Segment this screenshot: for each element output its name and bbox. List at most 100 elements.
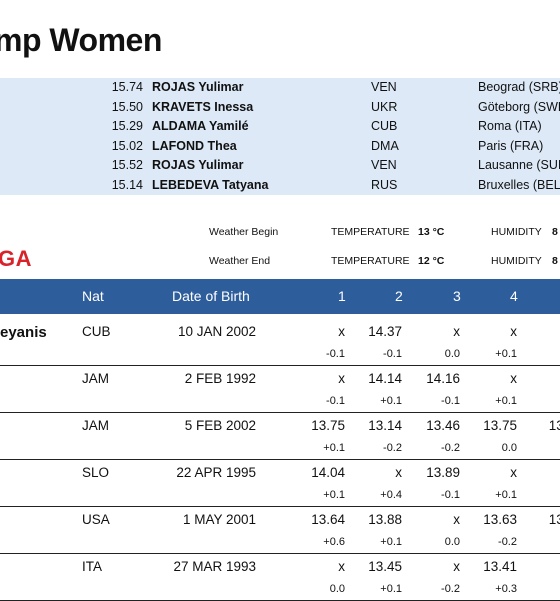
attempt-mark: x	[453, 512, 460, 527]
attempt-wind: +0.1	[380, 583, 402, 595]
attempt-wind: -0.1	[326, 348, 345, 360]
attempt-mark: 14.14	[368, 371, 402, 386]
record-athlete: KRAVETS Inessa	[152, 99, 254, 114]
attempt-mark: 13.14	[368, 418, 402, 433]
table-row: ITA 27 MAR 1993 x 0.0 13.45 +0.1 x -0.2 13.41 +0.…	[0, 553, 560, 601]
attempt-wind: +0.4	[380, 489, 402, 501]
record-venue: Beograd (SRB)	[478, 80, 560, 94]
temperature-end-text: 12 °C	[418, 255, 445, 267]
attempt-wind: +0.3	[495, 583, 517, 595]
attempt-mark: 13.75	[483, 418, 517, 433]
humidity-begin-text: 8	[552, 226, 558, 238]
record-nat: RUS	[371, 177, 398, 192]
temperature-end-value: 12 °C	[418, 255, 444, 267]
attempt-mark: 14.04	[311, 465, 345, 480]
weather-end-label: Weather End	[209, 255, 271, 267]
record-row: 15.29 ALDAMA Yamilé CUB Roma (ITA)	[0, 117, 560, 137]
attempt-wind: -0.1	[441, 489, 460, 501]
attempt-wind: +0.1	[495, 348, 517, 360]
attempt-wind: -0.1	[326, 395, 345, 407]
record-nat: VEN	[371, 80, 397, 94]
attempt-mark: x	[453, 559, 460, 574]
table-row: JAM 2 FEB 1992 x -0.1 14.14 +0.1 14.16 -0.1 x +0.…	[0, 365, 560, 413]
attempt-wind: -0.1	[383, 348, 402, 360]
humidity-end-text: 8	[552, 255, 558, 267]
record-athlete: LAFOND Thea	[152, 138, 237, 153]
attempt-wind: 0	[525, 395, 560, 407]
attempt-mark: x	[453, 324, 460, 339]
attempt-mark: x	[338, 371, 345, 386]
results-table-header: Nat Date of Birth 1 2 3 4	[0, 279, 560, 314]
attempt-mark: 13.64	[311, 512, 345, 527]
record-mark: 15.74	[111, 80, 143, 94]
attempt-wind: -0	[525, 489, 560, 501]
athlete-nat: JAM	[82, 371, 109, 386]
attempt-mark: x	[338, 559, 345, 574]
attempt-mark: x	[510, 324, 517, 339]
attempt-wind: +0.1	[495, 395, 517, 407]
attempt-mark: 13.45	[368, 559, 402, 574]
attempt-wind: 0.0	[444, 348, 460, 360]
header-nat: Nat	[82, 288, 104, 304]
attempt-wind: +0.1	[495, 489, 517, 501]
page-title: mp Women	[0, 22, 162, 58]
attempt-mark: 14.37	[368, 324, 402, 339]
attempt-mark: 13.7	[548, 418, 560, 433]
record-mark: 15.14	[111, 177, 143, 192]
attempt-mark: 13.63	[483, 512, 517, 527]
attempt-wind: -0	[525, 536, 560, 548]
temperature-end-label: TEMPERATURE	[331, 255, 410, 267]
record-mark: 15.50	[111, 99, 143, 114]
temperature-begin-value: 13 °C	[418, 226, 444, 238]
attempt-wind: -0.2	[441, 583, 460, 595]
record-row: 15.02 LAFOND Thea DMA Paris (FRA)	[0, 137, 560, 157]
attempt-wind: -0.2	[441, 442, 460, 454]
attempt-mark: x	[395, 465, 402, 480]
humidity-end-label: HUMIDITY	[491, 255, 542, 267]
attempt-mark: x	[338, 324, 345, 339]
table-row: USA 1 MAY 2001 13.64 +0.6 13.88 +0.1 x 0.0 13.63…	[0, 506, 560, 554]
attempt-wind: +0.1	[323, 489, 345, 501]
attempt-wind: 0.0	[501, 442, 517, 454]
attempt-wind: +0.1	[380, 536, 402, 548]
record-athlete: LEBEDEVA Tatyana	[152, 177, 269, 192]
attempt-wind: -0	[525, 442, 560, 454]
record-venue: Lausanne (SUI)	[478, 158, 560, 172]
attempt-wind: +0.6	[323, 536, 345, 548]
header-round-4: 4	[510, 288, 518, 304]
attempt-mark: 13.89	[426, 465, 460, 480]
record-mark: 15.29	[111, 119, 143, 133]
attempt-wind: +0.1	[380, 395, 402, 407]
athlete-nat: CUB	[82, 324, 111, 339]
record-venue: Roma (ITA)	[478, 119, 542, 133]
humidity-end-value: 8	[552, 255, 558, 267]
attempt-mark: 13.75	[311, 418, 345, 433]
athlete-dob: 10 JAN 2002	[177, 324, 256, 339]
record-venue: Bruxelles (BEL)	[478, 177, 560, 192]
attempt-wind: +0.1	[323, 442, 345, 454]
attempt-wind: 0.0	[329, 583, 345, 595]
athlete-nat: ITA	[82, 559, 102, 574]
attempt-wind: -0	[525, 583, 560, 595]
attempt-wind: -0.2	[498, 536, 517, 548]
attempt-wind: 0.0	[444, 536, 460, 548]
header-round-2: 2	[395, 288, 403, 304]
record-row: 15.50 KRAVETS Inessa UKR Göteborg (SWE	[0, 98, 560, 118]
attempt-mark: 13.46	[426, 418, 460, 433]
record-venue: Paris (FRA)	[478, 138, 544, 153]
athlete-nat: JAM	[82, 418, 109, 433]
athlete-dob: 5 FEB 2002	[184, 418, 256, 433]
attempt-mark: x	[510, 371, 517, 386]
athlete-name: eyanis	[0, 324, 47, 341]
attempt-mark: 13.8	[548, 512, 560, 527]
attempt-mark: 13.41	[483, 559, 517, 574]
record-mark: 15.52	[111, 158, 143, 172]
athlete-dob: 2 FEB 1992	[184, 371, 256, 386]
attempt-wind: -0.1	[441, 395, 460, 407]
athlete-dob: 22 APR 1995	[176, 465, 256, 480]
temperature-begin-label: TEMPERATURE	[331, 226, 410, 238]
attempt-wind: +0	[525, 348, 560, 360]
attempt-mark: 13.88	[368, 512, 402, 527]
table-row: eyanis CUB 10 JAN 2002 x -0.1 14.37 -0.1 x 0.0 x +…	[0, 318, 560, 366]
records-panel: 15.74 ROJAS Yulimar VEN Beograd (SRB) 15.50 K…	[0, 78, 560, 195]
